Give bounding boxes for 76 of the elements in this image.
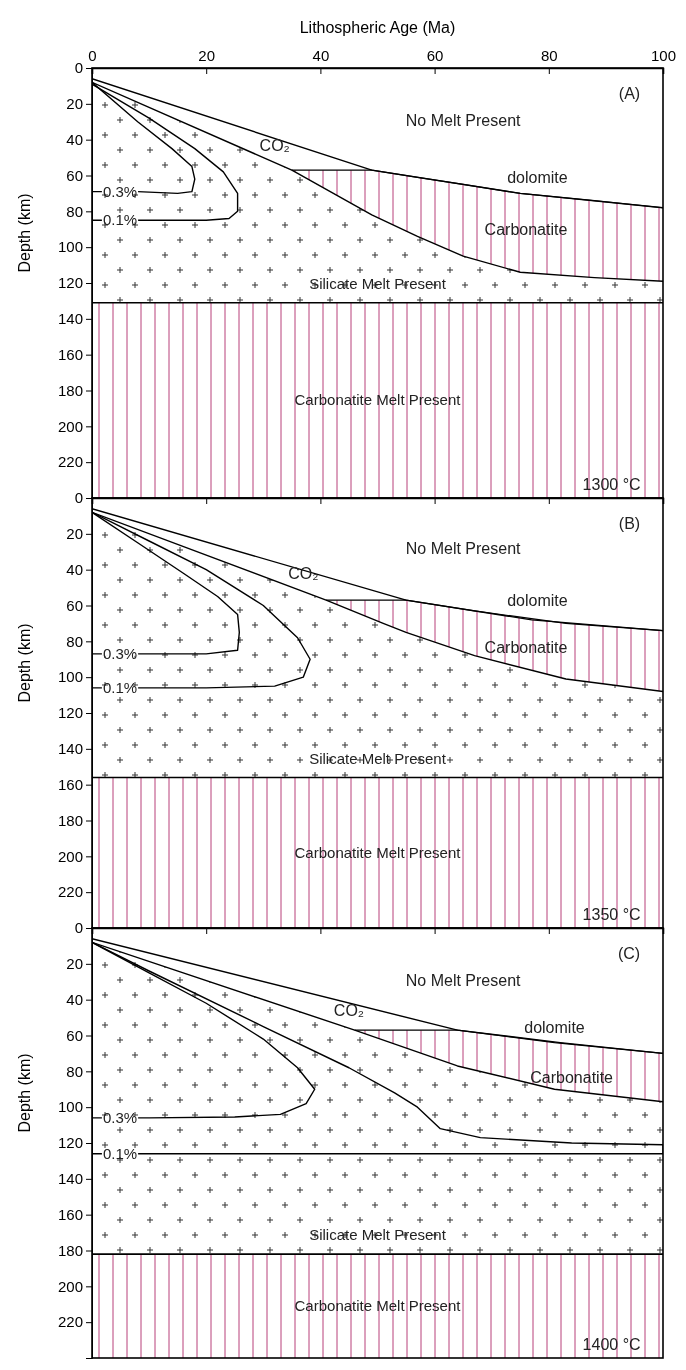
y-axis-title: Depth (km)	[16, 1053, 33, 1133]
band-label: Carbonatite Melt Present	[294, 843, 462, 861]
y-tick-label: 160	[57, 345, 83, 363]
y-tick-label: 40	[66, 990, 83, 1008]
band-label: Silicate Melt Present	[309, 749, 447, 767]
x-tick-label: 80	[540, 46, 558, 64]
annotation: CO₂	[333, 1002, 365, 1020]
y-tick-label: 20	[66, 955, 83, 973]
y-tick-label: 60	[66, 1026, 83, 1044]
annotation: CO₂	[259, 137, 290, 155]
series-label: 0.3%	[102, 1108, 138, 1126]
y-tick-label: 140	[57, 1170, 83, 1188]
annotation: (C)	[617, 945, 641, 963]
y-tick-label: 180	[57, 381, 83, 399]
y-tick-label: 160	[57, 775, 83, 793]
x-tick-label: 100	[650, 46, 677, 64]
series-label: 0.1%	[102, 1144, 138, 1162]
y-tick-label: 140	[57, 310, 83, 328]
y-tick-label: 180	[57, 811, 83, 829]
y-tick-label: 100	[57, 668, 83, 686]
band-label: Silicate Melt Present	[309, 274, 447, 292]
annotation: (A)	[618, 85, 641, 103]
y-tick-label: 40	[66, 560, 83, 578]
band-label: Silicate Melt Present	[309, 1226, 447, 1244]
y-tick-label: 200	[57, 417, 83, 435]
annotation: dolomite	[507, 592, 568, 610]
y-tick-label: 0	[74, 919, 83, 937]
y-tick-label: 220	[57, 1313, 83, 1331]
annotation: 1350 °C	[582, 905, 641, 923]
y-tick-label: 120	[57, 704, 83, 722]
annotation: Carbonatite	[484, 638, 568, 656]
band-label: Carbonatite Melt Present	[294, 391, 462, 409]
annotation: No Melt Present	[405, 971, 522, 989]
x-tick-label: 60	[426, 46, 444, 64]
y-tick-label: 80	[66, 202, 83, 220]
series-label: 0.1%	[102, 678, 138, 696]
y-axis-title: Depth (km)	[16, 623, 33, 703]
annotation: dolomite	[507, 169, 568, 187]
y-tick-label: 200	[57, 1277, 83, 1295]
annotation: No Melt Present	[405, 540, 522, 558]
y-tick-label: 20	[66, 95, 83, 113]
annotation: Carbonatite	[530, 1068, 614, 1086]
band-label: Carbonatite Melt Present	[294, 1297, 462, 1315]
y-axis-title: Depth (km)	[16, 193, 33, 273]
y-tick-label: 220	[57, 883, 83, 901]
y-tick-label: 40	[66, 130, 83, 148]
annotation: 1300 °C	[582, 475, 641, 493]
annotation: CO₂	[288, 565, 319, 583]
y-tick-label: 160	[57, 1205, 83, 1223]
series-label: 0.1%	[102, 211, 138, 229]
y-tick-label: 60	[66, 596, 83, 614]
annotation: 1400 °C	[582, 1335, 641, 1353]
y-tick-label: 120	[57, 1134, 83, 1152]
annotation: dolomite	[524, 1018, 585, 1036]
y-tick-label: 100	[57, 1098, 83, 1116]
x-axis-title: Lithospheric Age (Ma)	[299, 19, 456, 36]
x-tick-label: 0	[88, 46, 97, 64]
y-tick-label: 140	[57, 740, 83, 758]
series-label: 0.3%	[102, 644, 138, 662]
x-tick-label: 40	[312, 46, 330, 64]
y-tick-label: 20	[66, 525, 83, 543]
annotation: (B)	[618, 515, 641, 533]
y-tick-label: 120	[57, 274, 83, 292]
y-tick-label: 80	[66, 632, 83, 650]
y-tick-label: 100	[57, 238, 83, 256]
series-label: 0.3%	[102, 182, 138, 200]
y-tick-label: 0	[74, 59, 83, 77]
y-tick-label: 220	[57, 453, 83, 471]
y-tick-label: 200	[57, 847, 83, 865]
annotation: Carbonatite	[484, 221, 568, 239]
x-tick-label: 20	[198, 46, 216, 64]
y-tick-label: 80	[66, 1062, 83, 1080]
y-tick-label: 60	[66, 166, 83, 184]
annotation: No Melt Present	[405, 111, 522, 129]
y-tick-label: 0	[74, 489, 83, 507]
y-tick-label: 180	[57, 1241, 83, 1259]
